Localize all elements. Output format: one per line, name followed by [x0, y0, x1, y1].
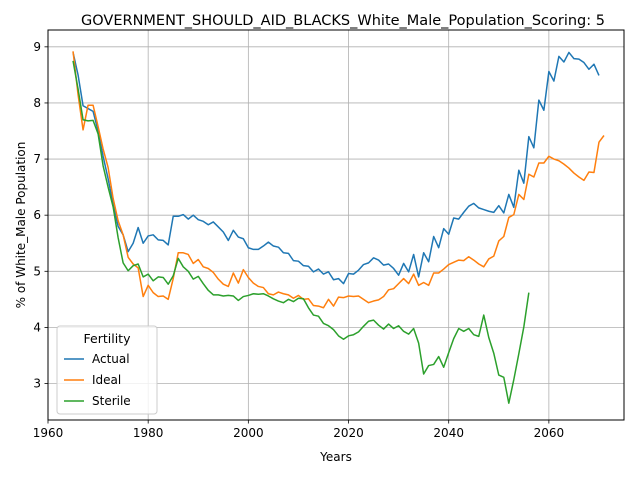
series-layer — [72, 51, 605, 404]
y-axis-label: % of White_Male Population — [14, 142, 28, 309]
legend-label-sterile: Sterile — [92, 394, 131, 408]
y-axis: 3 4 5 6 7 8 9 — [33, 40, 48, 391]
legend-label-ideal: Ideal — [92, 373, 121, 387]
x-tick-label: 2000 — [233, 426, 264, 440]
x-tick-label: 2020 — [333, 426, 364, 440]
legend-label-actual: Actual — [92, 352, 130, 366]
y-tick-label: 5 — [33, 264, 41, 278]
x-tick-label: 2060 — [534, 426, 565, 440]
y-tick-label: 3 — [33, 377, 41, 391]
x-axis-label: Years — [319, 450, 352, 464]
series-line-sterile — [72, 60, 530, 404]
legend-box — [56, 325, 158, 415]
x-tick-label: 1960 — [33, 426, 64, 440]
y-tick-label: 8 — [33, 96, 41, 110]
y-tick-label: 7 — [33, 152, 41, 166]
y-tick-label: 9 — [33, 40, 41, 54]
series-line-actual — [72, 51, 600, 285]
legend-title: Fertility — [84, 331, 132, 346]
y-tick-label: 4 — [33, 320, 41, 334]
x-tick-label: 1980 — [133, 426, 164, 440]
x-axis: 1960 1980 2000 2020 2040 2060 — [33, 420, 564, 440]
y-tick-label: 6 — [33, 208, 41, 222]
chart-title: GOVERNMENT_SHOULD_AID_BLACKS_White_Male_… — [81, 13, 605, 29]
x-tick-label: 2040 — [433, 426, 464, 440]
series-line-ideal — [72, 51, 605, 309]
legend: Fertility Actual Ideal Sterile — [56, 325, 158, 415]
plot-frame — [47, 29, 625, 421]
